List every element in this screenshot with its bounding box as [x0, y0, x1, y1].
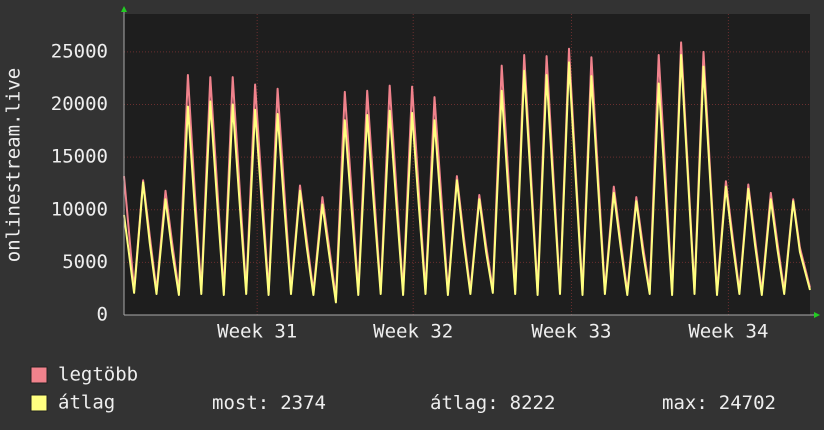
y-tick-label: 0: [97, 304, 108, 326]
stat-label: átlag:: [430, 392, 499, 414]
legend-swatch: [30, 366, 48, 384]
stat-label: max:: [662, 392, 708, 414]
y-tick-label: 25000: [51, 40, 108, 62]
stat-value: 24702: [719, 392, 776, 414]
stat: most: 2374: [212, 392, 326, 414]
stat-label: most:: [212, 392, 269, 414]
legend: legtöbb átlag most: 2374 átlag: 8222 max: 24702: [30, 364, 776, 414]
y-tick-label: 10000: [51, 198, 108, 220]
axis-arrow: [121, 6, 127, 12]
legend-label: átlag: [58, 392, 115, 414]
stat-value: 8222: [510, 392, 556, 414]
x-tick-label: Week 34: [688, 321, 768, 343]
y-axis-label: onlinestream.live: [3, 68, 25, 262]
lines: [123, 41, 811, 304]
y-tick-label: 20000: [51, 93, 108, 115]
series-line: [123, 54, 811, 304]
stat: átlag: 8222: [430, 392, 555, 414]
y-tick-label: 5000: [62, 251, 108, 273]
legend-swatch: [30, 394, 48, 412]
x-tick-label: Week 33: [531, 321, 611, 343]
stat-value: 2374: [280, 392, 326, 414]
x-tick-label: Week 32: [373, 321, 453, 343]
axis-arrow: [814, 312, 820, 318]
legend-label: legtöbb: [58, 364, 138, 386]
stat: max: 24702: [662, 392, 776, 414]
y-tick-label: 15000: [51, 146, 108, 168]
x-tick-label: Week 31: [217, 321, 297, 343]
